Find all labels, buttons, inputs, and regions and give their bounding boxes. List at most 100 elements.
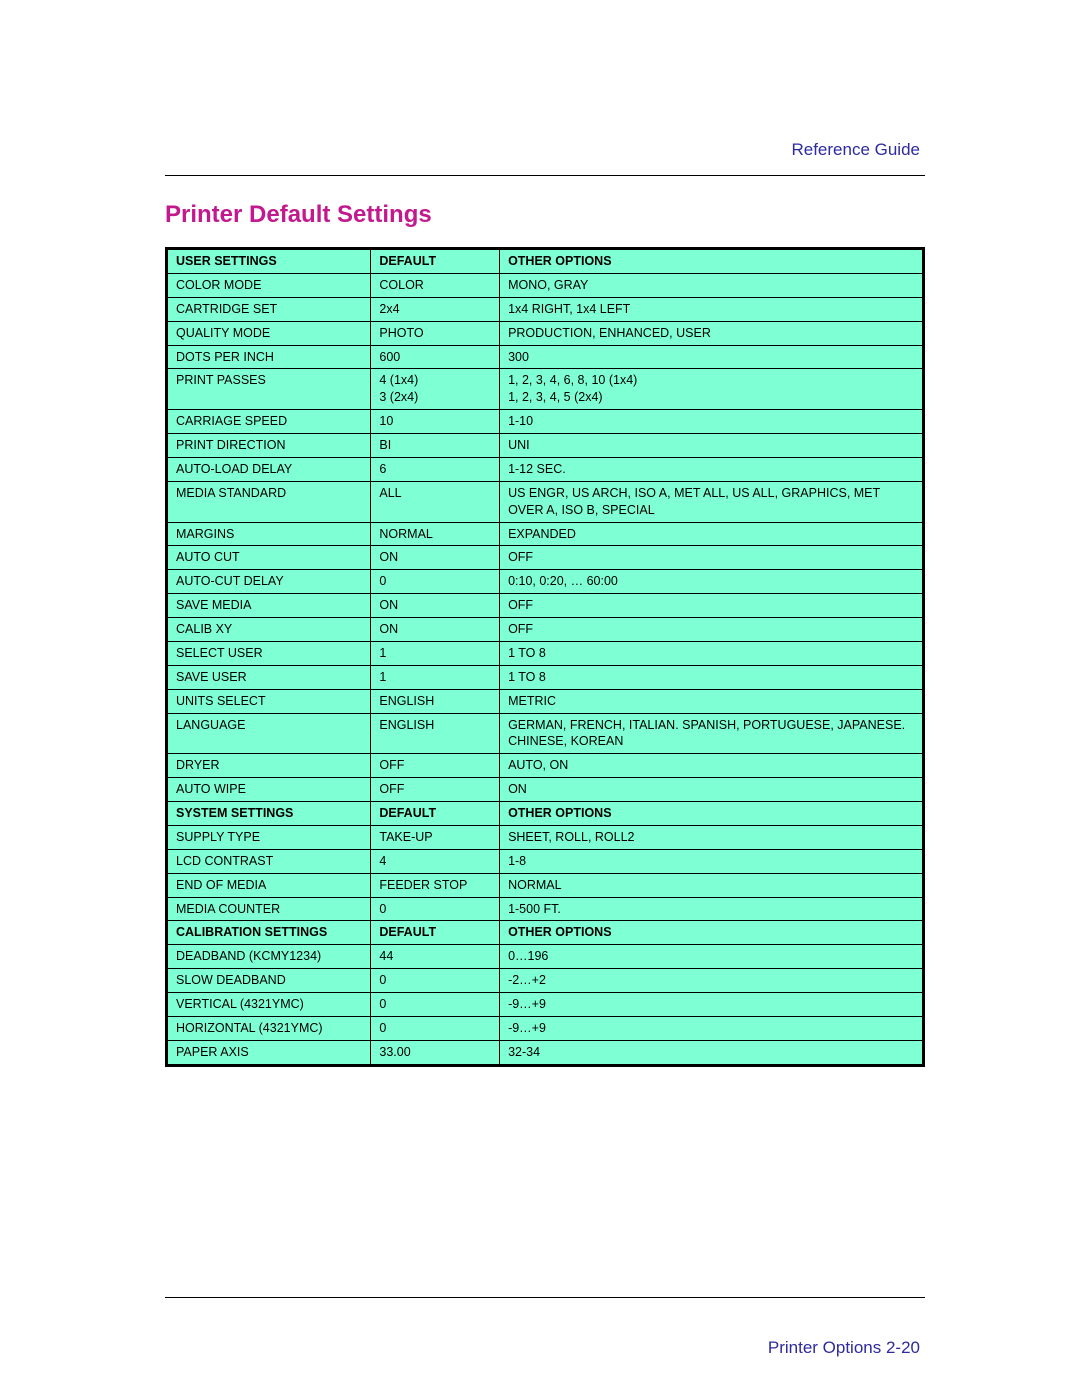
table-cell: 44 xyxy=(371,945,500,969)
table-cell: MEDIA STANDARD xyxy=(167,481,371,522)
table-row: SAVE MEDIAONOFF xyxy=(167,594,924,618)
table-cell: 1-10 xyxy=(500,410,924,434)
table-cell: END OF MEDIA xyxy=(167,873,371,897)
table-cell: NORMAL xyxy=(371,522,500,546)
bottom-divider xyxy=(165,1297,925,1298)
table-cell: PRINT PASSES xyxy=(167,369,371,410)
table-cell: OFF xyxy=(371,778,500,802)
table-cell: NORMAL xyxy=(500,873,924,897)
table-row: SELECT USER11 TO 8 xyxy=(167,641,924,665)
table-cell: 1-8 xyxy=(500,849,924,873)
table-cell: PRINT DIRECTION xyxy=(167,434,371,458)
settings-table-body: USER SETTINGSDEFAULTOTHER OPTIONSCOLOR M… xyxy=(167,249,924,1066)
table-row: LCD CONTRAST41-8 xyxy=(167,849,924,873)
table-cell: PHOTO xyxy=(371,321,500,345)
table-row: HORIZONTAL (4321YMC)0-9…+9 xyxy=(167,1016,924,1040)
table-cell: ON xyxy=(371,618,500,642)
table-header-cell: SYSTEM SETTINGS xyxy=(167,802,371,826)
table-cell: SAVE USER xyxy=(167,665,371,689)
table-cell: -2…+2 xyxy=(500,969,924,993)
table-row: LANGUAGEENGLISHGERMAN, FRENCH, ITALIAN. … xyxy=(167,713,924,754)
table-cell: SHEET, ROLL, ROLL2 xyxy=(500,825,924,849)
table-cell: 2x4 xyxy=(371,297,500,321)
table-cell: 1-12 SEC. xyxy=(500,457,924,481)
table-cell: ENGLISH xyxy=(371,713,500,754)
table-cell: TAKE-UP xyxy=(371,825,500,849)
table-cell: 4 (1x4) 3 (2x4) xyxy=(371,369,500,410)
table-cell: 0 xyxy=(371,1016,500,1040)
table-section-header: SYSTEM SETTINGSDEFAULTOTHER OPTIONS xyxy=(167,802,924,826)
table-cell: 1 TO 8 xyxy=(500,641,924,665)
table-header-cell: CALIBRATION SETTINGS xyxy=(167,921,371,945)
table-row: MEDIA STANDARDALLUS ENGR, US ARCH, ISO A… xyxy=(167,481,924,522)
table-row: MEDIA COUNTER01-500 FT. xyxy=(167,897,924,921)
table-row: UNITS SELECTENGLISHMETRIC xyxy=(167,689,924,713)
table-row: CARTRIDGE SET2x41x4 RIGHT, 1x4 LEFT xyxy=(167,297,924,321)
table-section-header: CALIBRATION SETTINGSDEFAULTOTHER OPTIONS xyxy=(167,921,924,945)
table-cell: AUTO, ON xyxy=(500,754,924,778)
table-cell: COLOR MODE xyxy=(167,273,371,297)
table-cell: -9…+9 xyxy=(500,993,924,1017)
table-cell: AUTO-LOAD DELAY xyxy=(167,457,371,481)
table-cell: SUPPLY TYPE xyxy=(167,825,371,849)
table-header-cell: DEFAULT xyxy=(371,921,500,945)
table-cell: PRODUCTION, ENHANCED, USER xyxy=(500,321,924,345)
table-cell: 0 xyxy=(371,570,500,594)
table-cell: DOTS PER INCH xyxy=(167,345,371,369)
table-cell: VERTICAL (4321YMC) xyxy=(167,993,371,1017)
table-cell: 10 xyxy=(371,410,500,434)
table-row: COLOR MODECOLORMONO, GRAY xyxy=(167,273,924,297)
table-cell: CARRIAGE SPEED xyxy=(167,410,371,434)
table-cell: DRYER xyxy=(167,754,371,778)
table-row: CALIB XYONOFF xyxy=(167,618,924,642)
table-cell: 1 TO 8 xyxy=(500,665,924,689)
table-header-cell: OTHER OPTIONS xyxy=(500,921,924,945)
table-cell: ALL xyxy=(371,481,500,522)
table-cell: 1x4 RIGHT, 1x4 LEFT xyxy=(500,297,924,321)
table-cell: MONO, GRAY xyxy=(500,273,924,297)
table-cell: 4 xyxy=(371,849,500,873)
table-row: AUTO WIPEOFFON xyxy=(167,778,924,802)
table-cell: UNI xyxy=(500,434,924,458)
table-cell: ON xyxy=(500,778,924,802)
table-cell: 0 xyxy=(371,897,500,921)
table-cell: 1-500 FT. xyxy=(500,897,924,921)
table-cell: PAPER AXIS xyxy=(167,1040,371,1065)
table-cell: CARTRIDGE SET xyxy=(167,297,371,321)
table-cell: SELECT USER xyxy=(167,641,371,665)
table-cell: 600 xyxy=(371,345,500,369)
table-section-header: USER SETTINGSDEFAULTOTHER OPTIONS xyxy=(167,249,924,274)
table-cell: US ENGR, US ARCH, ISO A, MET ALL, US ALL… xyxy=(500,481,924,522)
table-cell: 6 xyxy=(371,457,500,481)
table-row: VERTICAL (4321YMC)0-9…+9 xyxy=(167,993,924,1017)
table-cell: ON xyxy=(371,546,500,570)
settings-table: USER SETTINGSDEFAULTOTHER OPTIONSCOLOR M… xyxy=(165,247,925,1067)
table-cell: GERMAN, FRENCH, ITALIAN. SPANISH, PORTUG… xyxy=(500,713,924,754)
table-header-cell: OTHER OPTIONS xyxy=(500,249,924,274)
table-cell: OFF xyxy=(500,594,924,618)
table-cell: AUTO WIPE xyxy=(167,778,371,802)
table-cell: SLOW DEADBAND xyxy=(167,969,371,993)
table-row: AUTO-LOAD DELAY61-12 SEC. xyxy=(167,457,924,481)
table-row: AUTO CUTONOFF xyxy=(167,546,924,570)
header-guide-label: Reference Guide xyxy=(165,140,925,160)
table-row: END OF MEDIAFEEDER STOPNORMAL xyxy=(167,873,924,897)
table-row: PRINT PASSES4 (1x4) 3 (2x4)1, 2, 3, 4, 6… xyxy=(167,369,924,410)
table-row: SUPPLY TYPETAKE-UPSHEET, ROLL, ROLL2 xyxy=(167,825,924,849)
table-row: AUTO-CUT DELAY00:10, 0:20, … 60:00 xyxy=(167,570,924,594)
table-cell: 0 xyxy=(371,969,500,993)
table-row: DRYEROFFAUTO, ON xyxy=(167,754,924,778)
footer-page-label: Printer Options 2-20 xyxy=(165,1338,925,1358)
table-cell: ENGLISH xyxy=(371,689,500,713)
table-cell: OFF xyxy=(500,618,924,642)
table-cell: SAVE MEDIA xyxy=(167,594,371,618)
table-cell: BI xyxy=(371,434,500,458)
table-cell: 32-34 xyxy=(500,1040,924,1065)
table-row: SAVE USER11 TO 8 xyxy=(167,665,924,689)
table-cell: MEDIA COUNTER xyxy=(167,897,371,921)
table-cell: 300 xyxy=(500,345,924,369)
section-title: Printer Default Settings xyxy=(165,201,925,229)
table-cell: 1 xyxy=(371,641,500,665)
table-cell: ON xyxy=(371,594,500,618)
table-cell: 0 xyxy=(371,993,500,1017)
